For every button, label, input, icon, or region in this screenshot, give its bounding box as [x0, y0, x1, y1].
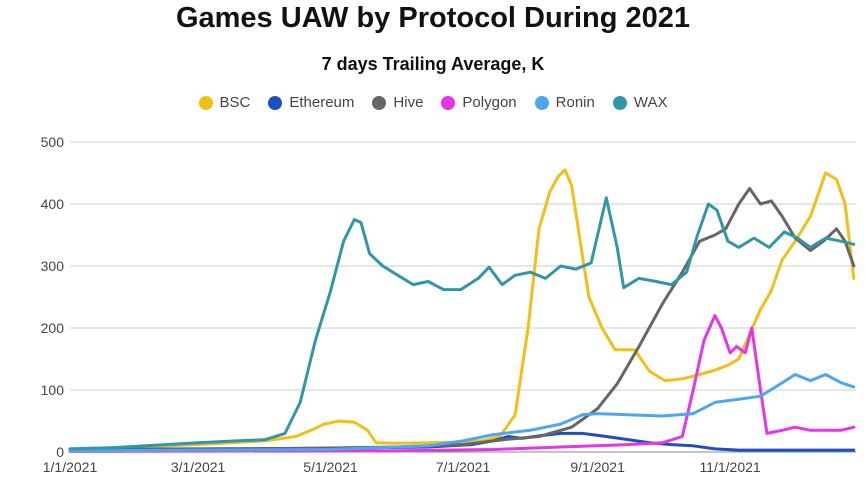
- legend-item-bsc: BSC: [198, 94, 251, 111]
- series-line-bsc: [68, 168, 856, 451]
- legend-item-hive: Hive: [372, 94, 423, 111]
- series-lines: [68, 168, 856, 453]
- legend-item-ethereum: Ethereum: [268, 94, 354, 111]
- y-tick-label: 100: [41, 382, 65, 398]
- series-line-wax: [68, 196, 856, 451]
- series-line-hive: [68, 187, 856, 452]
- y-axis: 0 100 200 300 400 500: [41, 134, 65, 460]
- legend-swatch: [372, 95, 387, 110]
- chart-subtitle: 7 days Trailing Average, K: [321, 54, 545, 74]
- chart-title: Games UAW by Protocol During 2021: [175, 2, 691, 34]
- legend-item-polygon: Polygon: [441, 94, 517, 111]
- legend-label: BSC: [219, 94, 251, 111]
- x-tick-label: 5/1/2021: [303, 459, 358, 475]
- y-tick-label: 400: [41, 196, 65, 212]
- x-tick-label: 3/1/2021: [171, 459, 226, 475]
- series-line-ronin: [68, 373, 856, 453]
- y-tick-label: 0: [56, 444, 64, 460]
- y-tick-label: 200: [41, 320, 65, 336]
- legend-item-ronin: Ronin: [534, 94, 595, 111]
- chart-legend: BSC Ethereum Hive Polygon Ronin WAX: [0, 94, 866, 111]
- legend-swatch: [441, 95, 456, 110]
- legend-label: Ethereum: [289, 94, 355, 111]
- x-tick-label: 11/1/2021: [699, 459, 760, 475]
- grid-lines: [70, 141, 856, 453]
- legend-item-wax: WAX: [612, 94, 668, 111]
- x-tick-label: 9/1/2021: [570, 459, 625, 475]
- legend-swatch: [268, 95, 283, 110]
- legend-label: WAX: [633, 94, 668, 111]
- legend-label: Hive: [393, 94, 424, 111]
- legend-swatch: [534, 95, 549, 110]
- legend-swatch: [198, 95, 213, 110]
- y-tick-label: 300: [41, 258, 65, 274]
- legend-label: Ronin: [555, 94, 595, 111]
- x-tick-label: 7/1/2021: [436, 459, 491, 475]
- series-line-polygon: [68, 314, 856, 453]
- y-tick-label: 500: [41, 134, 65, 150]
- x-axis: 1/1/2021 3/1/2021 5/1/2021 7/1/2021 9/1/2021…: [43, 459, 761, 475]
- legend-label: Polygon: [462, 94, 517, 111]
- legend-swatch: [612, 95, 627, 110]
- x-tick-label: 1/1/2021: [43, 459, 98, 475]
